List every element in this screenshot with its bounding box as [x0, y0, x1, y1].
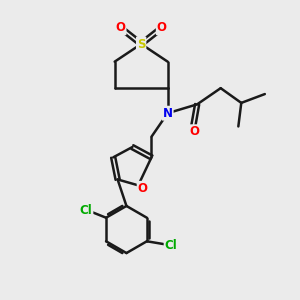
Text: O: O: [189, 125, 199, 138]
Text: Cl: Cl: [165, 239, 177, 252]
Text: S: S: [137, 38, 146, 50]
Text: O: O: [157, 21, 167, 34]
Text: O: O: [116, 21, 126, 34]
Text: N: N: [163, 107, 173, 120]
Text: Cl: Cl: [80, 204, 92, 217]
Text: O: O: [138, 182, 148, 195]
